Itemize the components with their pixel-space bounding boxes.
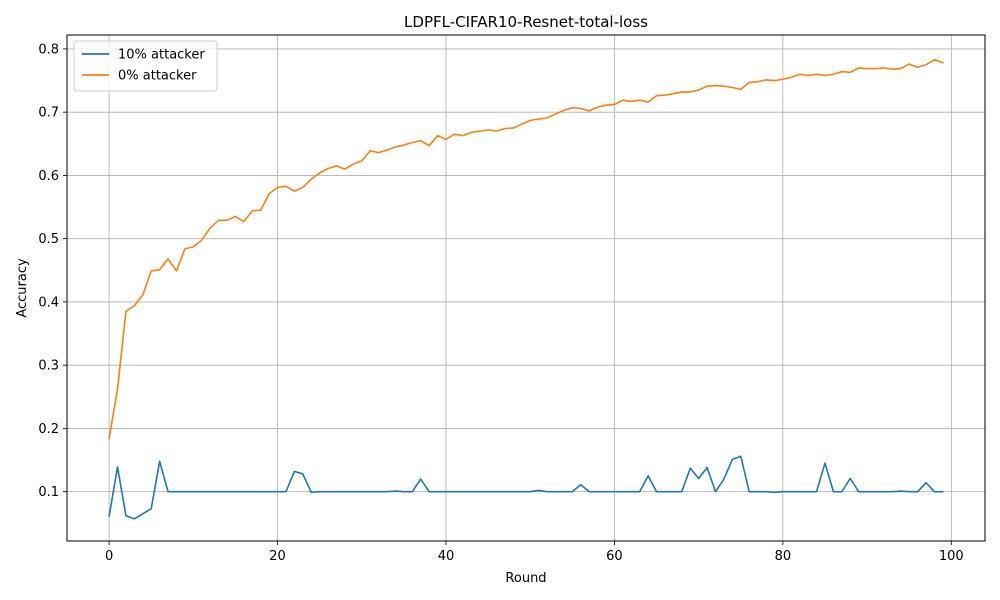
x-tick-label: 40 (438, 549, 455, 564)
y-tick-label: 0.1 (38, 485, 59, 500)
series-line-0 (108, 455, 944, 520)
legend-items: 10% attacker 0% attacker (82, 48, 205, 84)
legend-label: 10% attacker (118, 48, 205, 63)
y-tick-label: 0.5 (38, 232, 59, 247)
y-tick-label: 0.3 (38, 359, 59, 374)
legend-label: 0% attacker (118, 69, 197, 84)
y-tick-label: 0.6 (38, 169, 59, 184)
axis-ticks: 0 20 40 60 80 100 0.1 0.2 0.3 0.4 0.5 0.6 0.7 0.8 (38, 42, 963, 564)
x-tick-label: 100 (939, 549, 964, 564)
y-tick-label: 0.7 (38, 106, 59, 121)
y-tick-label: 0.4 (38, 295, 59, 310)
x-tick-label: 0 (105, 549, 113, 564)
plot-frame (66, 34, 986, 542)
y-tick-label: 0.8 (38, 42, 59, 57)
legend: 10% attacker 0% attacker (73, 40, 218, 92)
x-axis-title: Round (505, 571, 546, 586)
series-line-1 (108, 58, 944, 440)
y-tick-label: 0.2 (38, 422, 59, 437)
grid (67, 35, 985, 541)
legend-box (73, 40, 218, 92)
x-tick-label: 60 (606, 549, 623, 564)
chart-title: LDPFL-CIFAR10-Resnet-total-loss (404, 13, 648, 31)
y-axis-title: Accuracy (15, 258, 30, 318)
series-layer (108, 58, 944, 520)
x-tick-label: 20 (269, 549, 286, 564)
x-tick-label: 80 (775, 549, 792, 564)
